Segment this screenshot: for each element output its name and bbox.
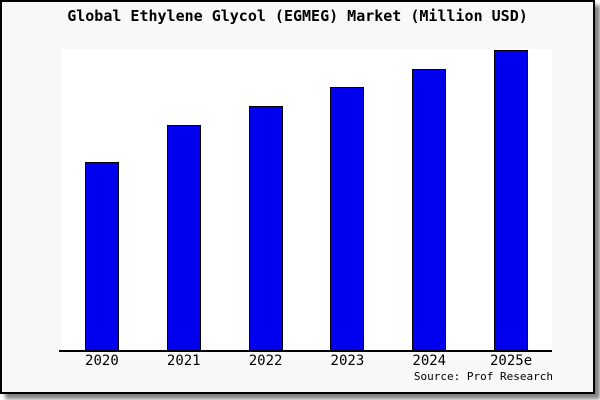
x-axis-label-2025e: 2025e <box>490 353 533 369</box>
bar-2020 <box>84 161 119 351</box>
bar-2021 <box>166 124 201 351</box>
x-axis-label-2023: 2023 <box>330 353 365 369</box>
bar-2022 <box>248 105 283 351</box>
x-axis-label-2022: 2022 <box>248 353 283 369</box>
bar-2024 <box>412 68 447 351</box>
bar-2025e <box>494 49 529 351</box>
plot-area <box>59 49 552 352</box>
x-axis-label-2024: 2024 <box>412 353 447 369</box>
bar-2023 <box>330 86 365 351</box>
x-axis-labels: 2020 2021 2022 2023 2024 2025e <box>2 353 593 371</box>
chart-title: Global Ethylene Glycol (EGMEG) Market (M… <box>67 7 528 25</box>
x-axis-label-2021: 2021 <box>166 353 201 369</box>
x-axis-line <box>59 350 552 352</box>
x-axis-label-2020: 2020 <box>85 353 119 369</box>
chart-frame: Global Ethylene Glycol (EGMEG) Market (M… <box>0 0 595 394</box>
source-credit: Source: Prof Research <box>413 370 553 383</box>
